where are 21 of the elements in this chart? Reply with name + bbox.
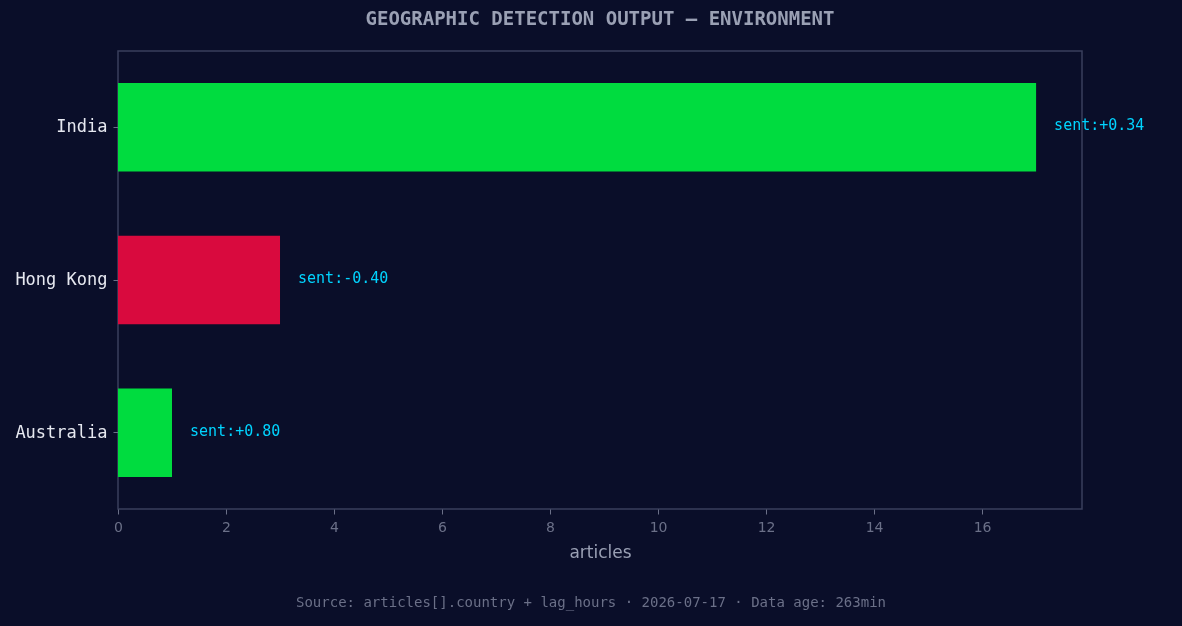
annotation: sent:-0.40 <box>298 269 389 287</box>
x-axis-title: articles <box>569 541 632 562</box>
x-tick-label: 0 <box>114 518 123 535</box>
x-tick-label: 4 <box>330 518 340 535</box>
x-tick-label: 2 <box>222 518 231 535</box>
bar <box>118 388 173 477</box>
bar <box>118 235 281 325</box>
x-tick-label: 14 <box>865 518 884 535</box>
y-tick-label: India <box>56 116 108 137</box>
x-tick-label: 16 <box>973 518 992 535</box>
source-note: Source: articles[].country + lag_hours · 2026-07-17 · Data age: 263min <box>295 594 887 610</box>
chart-title: GEOGRAPHIC DETECTION OUTPUT — ENVIRONMENT <box>365 7 835 29</box>
x-tick-label: 12 <box>757 518 776 535</box>
y-tick-label: Hong Kong <box>15 269 108 289</box>
x-tick-label: 10 <box>649 518 668 535</box>
x-tick-label: 6 <box>438 518 448 535</box>
x-tick-label: 8 <box>546 518 556 535</box>
annotation: sent:+0.80 <box>190 421 281 440</box>
y-tick-label: Australia <box>15 421 108 442</box>
annotation: sent:+0.34 <box>1054 116 1145 135</box>
bar <box>118 83 1037 172</box>
